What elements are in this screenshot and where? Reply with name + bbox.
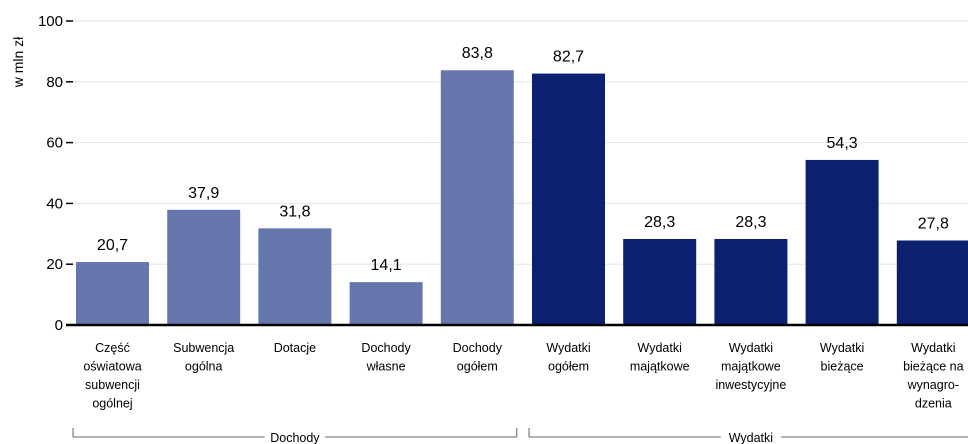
value-label: 28,3 xyxy=(644,214,675,231)
y-axis-title: w mln zł xyxy=(10,36,26,88)
bar xyxy=(76,262,149,325)
value-label: 54,3 xyxy=(827,135,858,152)
value-label: 82,7 xyxy=(553,49,584,66)
y-tick-label: 80 xyxy=(46,74,63,91)
value-label: 28,3 xyxy=(735,214,766,231)
category-labels: Część oświatowa subwencji ogólnej Subwencja o… xyxy=(83,341,963,411)
group-brackets: Dochody Wydatki xyxy=(72,428,968,444)
group-label: Dochody xyxy=(270,431,320,444)
y-axis-ticks: 0 20 40 60 80 100 xyxy=(38,13,73,334)
category-label: Dochody własne xyxy=(361,341,411,374)
category-label: Wydatki ogółem xyxy=(546,341,590,374)
value-label: 31,8 xyxy=(279,203,310,220)
category-label: Wydatki majątkowe xyxy=(630,341,690,374)
category-label: Wydatki bieżące xyxy=(820,341,864,374)
bar xyxy=(896,240,968,325)
y-tick-label: 60 xyxy=(46,135,63,152)
bar xyxy=(532,73,605,325)
value-label: 20,7 xyxy=(97,237,128,254)
bar xyxy=(349,282,423,325)
category-label: Część oświatowa subwencji ogólnej xyxy=(83,341,141,411)
bar xyxy=(440,70,514,325)
bar xyxy=(258,228,332,325)
group-label: Wydatki xyxy=(729,431,773,444)
bar xyxy=(167,209,241,325)
value-label: 14,1 xyxy=(371,257,402,274)
y-tick-label: 20 xyxy=(46,256,63,273)
bar xyxy=(805,159,879,325)
category-label: Dochody ogółem xyxy=(453,341,503,374)
bar xyxy=(623,238,697,325)
y-tick-label: 100 xyxy=(38,13,63,30)
bar xyxy=(714,238,788,325)
value-label: 37,9 xyxy=(188,185,219,202)
category-label: Wydatki bieżące na wynagro-dzenia xyxy=(903,341,964,411)
value-labels: 20,7 37,9 31,8 14,1 83,8 82,7 28,3 28,3 54,3 27,8 xyxy=(97,45,949,274)
y-tick-label: 40 xyxy=(46,195,63,212)
category-label: Dotacje xyxy=(274,341,316,355)
category-label: Subwencja ogólna xyxy=(173,341,234,374)
bars xyxy=(76,70,968,325)
value-label: 27,8 xyxy=(918,215,949,232)
y-tick-label: 0 xyxy=(55,317,63,334)
value-label: 83,8 xyxy=(462,45,493,62)
category-label: Wydatki majątkowe inwestycyjne xyxy=(715,341,786,392)
